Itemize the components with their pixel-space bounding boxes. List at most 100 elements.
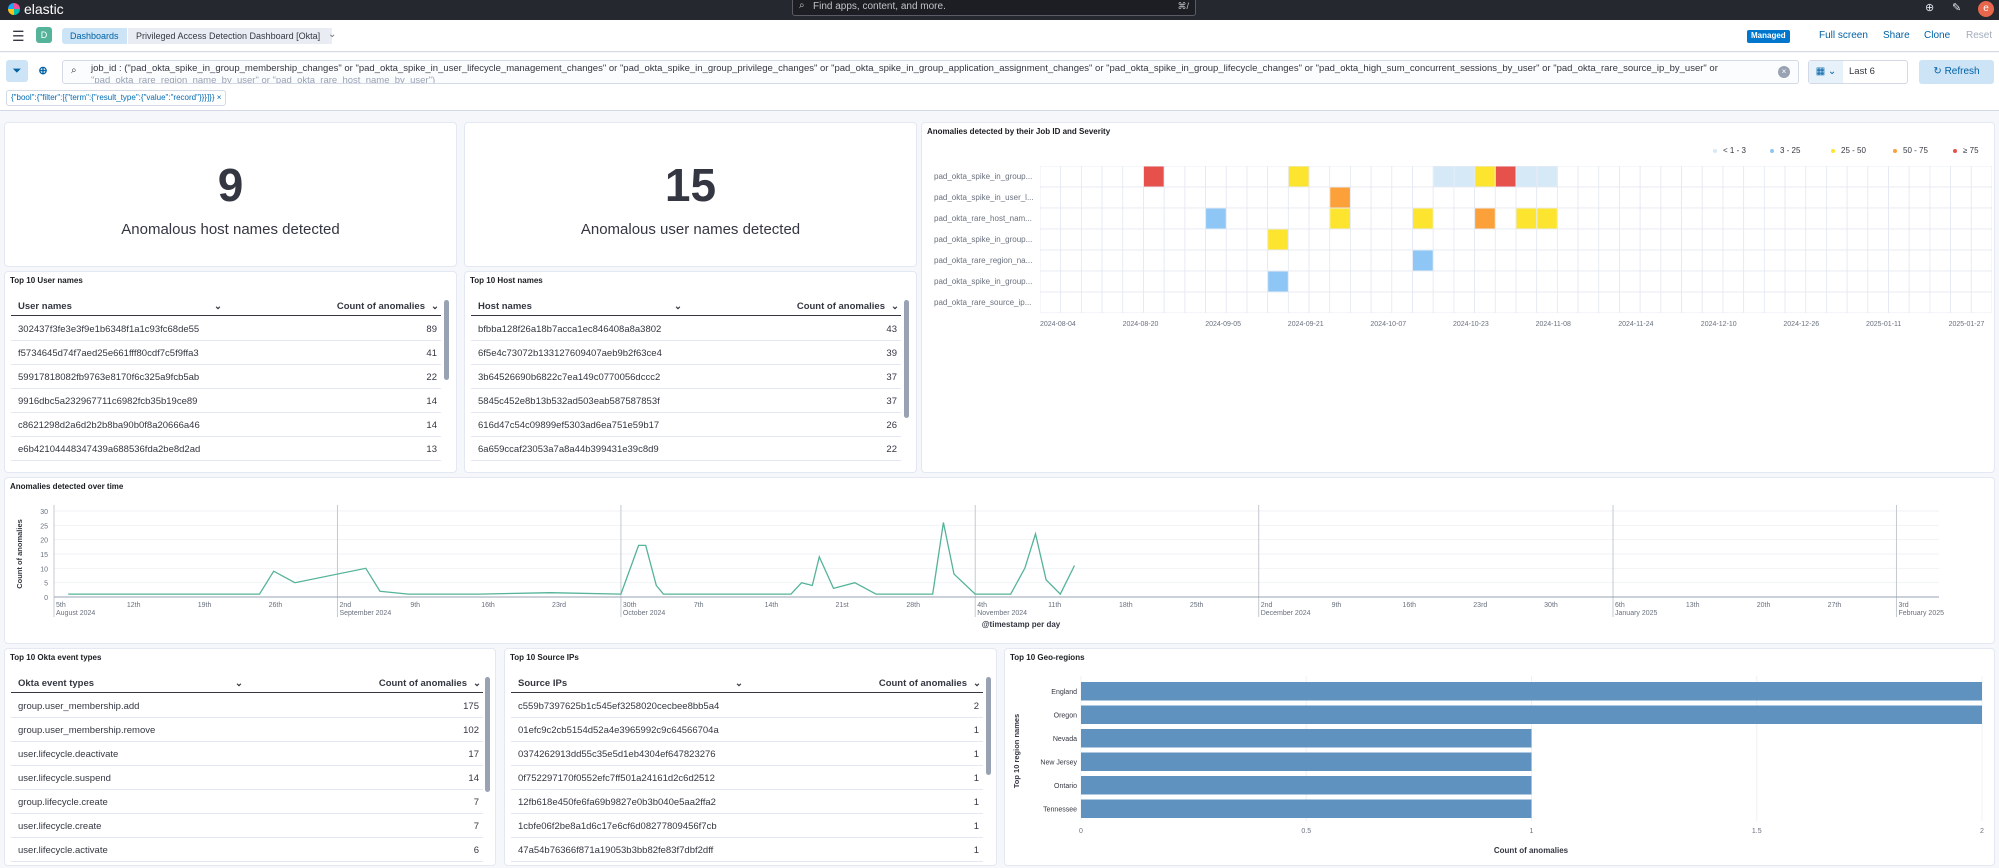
- table-row[interactable]: 01efc9c2cb5154d52a4e3965992c9c64566704a 1: [511, 718, 983, 742]
- table-cell-name[interactable]: user.lifecycle.activate: [18, 845, 108, 856]
- table-cell-name[interactable]: 12fb618e450fe6fa69b9827e0b3b040e5aa2ffa2: [518, 797, 716, 808]
- refresh-button[interactable]: ↻ Refresh: [1919, 60, 1994, 84]
- sort-icon[interactable]: ⌄: [891, 301, 899, 312]
- column-header-count[interactable]: Count of anomalies: [796, 301, 885, 312]
- table-row[interactable]: user.lifecycle.suspend 14: [11, 766, 483, 790]
- scrollbar[interactable]: [904, 300, 909, 418]
- table-cell-name[interactable]: 0374262913dd55c35e5d1eb4304ef647823276: [518, 749, 716, 760]
- close-icon[interactable]: ×: [216, 93, 222, 102]
- table-cell-name[interactable]: 1cbfe06f2be8a1d6c17e6cf6d08277809456f7cb: [518, 821, 717, 832]
- table-row[interactable]: 6a659ccaf23053a7a8a44b399431e39c8d9 22: [471, 437, 901, 461]
- table-row[interactable]: f5734645d74f7aed25e661fff80cdf7c5f9ffa3 4…: [11, 341, 441, 365]
- legend-item[interactable]: < 1 - 3: [1713, 146, 1746, 155]
- sort-icon[interactable]: ⌄: [214, 301, 222, 312]
- sort-icon[interactable]: ⌄: [431, 301, 439, 312]
- table-cell-name[interactable]: bfbba128f26a18b7acca1ec846408a8a3802: [478, 324, 662, 335]
- table-cell-name[interactable]: 3b64526690b6822c7ea149c0770056dccc2: [478, 372, 661, 383]
- table-cell-name[interactable]: user.lifecycle.suspend: [18, 773, 111, 784]
- table-row[interactable]: 1cbfe06f2be8a1d6c17e6cf6d08277809456f7cb…: [511, 814, 983, 838]
- table-cell-name[interactable]: 616d47c54c09899ef5303ad6ea751e59b17: [478, 420, 660, 431]
- table-row[interactable]: 47a54b76366f871a19053b3bb82fe83f7dbf2dff…: [511, 838, 983, 862]
- table-row[interactable]: group.user_membership.remove 102: [11, 718, 483, 742]
- legend-item[interactable]: 3 - 25: [1770, 146, 1800, 155]
- elastic-logo[interactable]: elastic: [8, 1, 64, 17]
- heatmap-row-label[interactable]: pad_okta_spike_in_user_l...: [934, 193, 1034, 202]
- column-header-count[interactable]: Count of anomalies: [378, 678, 467, 689]
- calendar-icon[interactable]: ▦ ⌄: [1809, 61, 1843, 83]
- column-header-host-names[interactable]: Host names: [478, 301, 532, 312]
- full-screen-button[interactable]: Full screen: [1819, 30, 1868, 41]
- table-cell-name[interactable]: c559b7397625b1c545ef3258020cecbee8bb5a4: [518, 701, 720, 712]
- sort-icon[interactable]: ⌄: [973, 678, 981, 689]
- table-cell-name[interactable]: f5734645d74f7aed25e661fff80cdf7c5f9ffa3: [18, 348, 199, 359]
- heatmap-row-label[interactable]: pad_okta_spike_in_group...: [934, 235, 1033, 244]
- heatmap-row-label[interactable]: pad_okta_spike_in_group...: [934, 277, 1033, 286]
- legend-item[interactable]: ≥ 75: [1953, 146, 1979, 155]
- space-avatar[interactable]: D: [36, 27, 52, 43]
- sort-icon[interactable]: ⌄: [235, 678, 243, 689]
- clone-button[interactable]: Clone: [1924, 30, 1951, 41]
- table-row[interactable]: 3b64526690b6822c7ea149c0770056dccc2 37: [471, 365, 901, 389]
- table-row[interactable]: user.lifecycle.deactivate 17: [11, 742, 483, 766]
- table-row[interactable]: group.lifecycle.create 7: [11, 790, 483, 814]
- heatmap-row-label[interactable]: pad_okta_rare_source_ip...: [934, 298, 1032, 307]
- table-cell-name[interactable]: 6a659ccaf23053a7a8a44b399431e39c8d9: [478, 444, 659, 455]
- news-icon[interactable]: ✎: [1952, 2, 1962, 14]
- sort-icon[interactable]: ⌄: [674, 301, 682, 312]
- heatmap-row-label[interactable]: pad_okta_spike_in_group...: [934, 172, 1033, 181]
- table-cell-name[interactable]: 59917818082fb9763e8170f6c325a9fcb5ab: [18, 372, 200, 383]
- table-row[interactable]: group.user_membership.add 175: [11, 694, 483, 718]
- heatmap-row-label[interactable]: pad_okta_rare_region_na...: [934, 256, 1033, 265]
- table-row[interactable]: e6b42104448347439a688536fda2be8d2ad 13: [11, 437, 441, 461]
- add-filter-icon[interactable]: ⊕: [38, 65, 48, 77]
- filter-menu-icon[interactable]: ⏷: [6, 60, 28, 82]
- table-row[interactable]: 616d47c54c09899ef5303ad6ea751e59b17 26: [471, 413, 901, 437]
- table-row[interactable]: 12fb618e450fe6fa69b9827e0b3b040e5aa2ffa2…: [511, 790, 983, 814]
- column-header-user-names[interactable]: User names: [18, 301, 72, 312]
- table-cell-name[interactable]: 9916dbc5a232967711c6982fcb35b19ce89: [18, 396, 198, 407]
- heatmap-row-label[interactable]: pad_okta_rare_host_nam...: [934, 214, 1032, 223]
- table-row[interactable]: 302437f3fe3e3f9e1b6348f1a1c93fc68de55 89: [11, 317, 441, 341]
- table-row[interactable]: c559b7397625b1c545ef3258020cecbee8bb5a4 2: [511, 694, 983, 718]
- sort-icon[interactable]: ⌄: [473, 678, 481, 689]
- table-cell-name[interactable]: group.user_membership.add: [18, 701, 140, 712]
- column-header-count[interactable]: Count of anomalies: [336, 301, 425, 312]
- breadcrumb-dashboards[interactable]: Dashboards: [62, 28, 127, 44]
- column-header-event-types[interactable]: Okta event types: [18, 678, 95, 689]
- table-row[interactable]: 9916dbc5a232967711c6982fcb35b19ce89 14: [11, 389, 441, 413]
- legend-item[interactable]: 50 - 75: [1893, 146, 1928, 155]
- table-cell-name[interactable]: 302437f3fe3e3f9e1b6348f1a1c93fc68de55: [18, 324, 200, 335]
- table-row[interactable]: 5845c452e8b13b532ad503eab587587853f 37: [471, 389, 901, 413]
- clear-query-icon[interactable]: ×: [1778, 66, 1790, 78]
- table-row[interactable]: 6f5e4c73072b133127609407aeb9b2f63ce4 39: [471, 341, 901, 365]
- table-row[interactable]: user.lifecycle.create 7: [11, 814, 483, 838]
- table-cell-name[interactable]: 6f5e4c73072b133127609407aeb9b2f63ce4: [478, 348, 662, 359]
- sort-icon[interactable]: ⌄: [735, 678, 743, 689]
- column-header-count[interactable]: Count of anomalies: [878, 678, 967, 689]
- scrollbar[interactable]: [444, 300, 449, 380]
- help-icon[interactable]: ⊕: [1925, 2, 1935, 14]
- kql-query-input[interactable]: ⌕ job_id : ("pad_okta_spike_in_group_mem…: [62, 60, 1799, 84]
- filter-pill[interactable]: {"bool":{"filter":[{"term":{"result_type…: [6, 90, 227, 106]
- user-avatar[interactable]: e: [1978, 1, 1994, 17]
- table-row[interactable]: bfbba128f26a18b7acca1ec846408a8a3802 43: [471, 317, 901, 341]
- date-picker[interactable]: ▦ ⌄ Last 6 months: [1808, 60, 1908, 99]
- table-row[interactable]: 59917818082fb9763e8170f6c325a9fcb5ab 22: [11, 365, 441, 389]
- scrollbar[interactable]: [986, 677, 991, 775]
- share-button[interactable]: Share: [1883, 30, 1910, 41]
- global-search-input[interactable]: ⌕ Find apps, content, and more. ⌘/: [792, 0, 1196, 16]
- table-cell-name[interactable]: 5845c452e8b13b532ad503eab587587853f: [478, 396, 660, 407]
- table-cell-name[interactable]: 0f752297170f0552efc7ff501a24161d2c6d2512: [518, 773, 715, 784]
- table-row[interactable]: user.lifecycle.activate 6: [11, 838, 483, 862]
- table-cell-name[interactable]: 01efc9c2cb5154d52a4e3965992c9c64566704a: [518, 725, 719, 736]
- table-cell-name[interactable]: c8621298d2a6d2b2b8ba90b0f8a20666a46: [18, 420, 200, 431]
- table-cell-name[interactable]: group.user_membership.remove: [18, 725, 156, 736]
- table-cell-name[interactable]: e6b42104448347439a688536fda2be8d2ad: [18, 444, 201, 455]
- reset-button[interactable]: Reset: [1966, 30, 1993, 41]
- table-row[interactable]: 0f752297170f0552efc7ff501a24161d2c6d2512…: [511, 766, 983, 790]
- table-cell-name[interactable]: 47a54b76366f871a19053b3bb82fe83f7dbf2dff: [518, 845, 714, 856]
- table-cell-name[interactable]: user.lifecycle.create: [18, 821, 102, 832]
- chevron-down-icon[interactable]: ⌄: [328, 29, 337, 40]
- table-row[interactable]: 0374262913dd55c35e5d1eb4304ef647823276 1: [511, 742, 983, 766]
- table-cell-name[interactable]: group.lifecycle.create: [18, 797, 108, 808]
